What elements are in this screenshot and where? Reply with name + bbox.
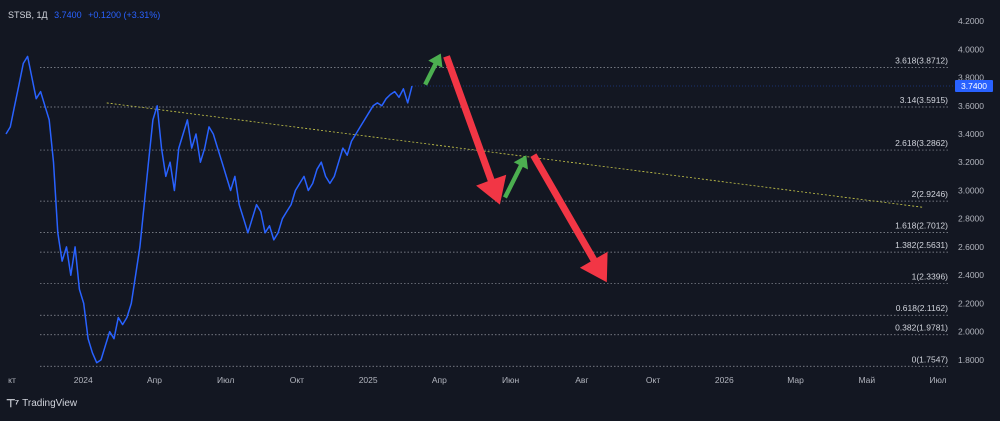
y-tick-label: 3.0000 bbox=[958, 185, 984, 195]
x-tick-label: Авг bbox=[575, 375, 588, 385]
arrow-up-icon[interactable] bbox=[503, 155, 528, 199]
fib-level-label: 3.618(3.8712) bbox=[895, 55, 948, 65]
last-price-label: 3.7400 bbox=[961, 81, 987, 91]
fib-level-label: 0.382(1.9781) bbox=[895, 323, 948, 333]
x-tick-label: Окт bbox=[646, 375, 660, 385]
brand-label: TradingView bbox=[22, 398, 78, 409]
brand-footer[interactable]: ⊤⁷ TradingView bbox=[6, 397, 77, 410]
trend-line[interactable] bbox=[106, 102, 924, 208]
x-tick-label: Апр bbox=[147, 375, 162, 385]
fib-level-label: 2.618(3.2862) bbox=[895, 138, 948, 148]
x-tick-label: Мар bbox=[787, 375, 804, 385]
fib-level-label: 1.618(2.7012) bbox=[895, 221, 948, 231]
x-tick-label: 2026 bbox=[715, 375, 734, 385]
y-tick-label: 2.8000 bbox=[958, 214, 984, 224]
y-tick-label: 1.8000 bbox=[958, 355, 984, 365]
y-tick-label: 3.4000 bbox=[958, 129, 984, 139]
x-tick-label: Июл bbox=[929, 375, 946, 385]
y-tick-label: 4.0000 bbox=[958, 44, 984, 54]
symbol-label[interactable]: STSB, 1Д bbox=[8, 10, 48, 20]
x-tick-label: 2025 bbox=[359, 375, 378, 385]
chart-header: STSB, 1Д 3.7400 +0.1200 (+3.31%) bbox=[8, 10, 164, 20]
fib-level-label: 3.14(3.5915) bbox=[900, 95, 948, 105]
fib-level-label: 2(2.9246) bbox=[912, 189, 949, 199]
y-tick-label: 2.4000 bbox=[958, 270, 984, 280]
fib-level-label: 1.382(2.5631) bbox=[895, 240, 948, 250]
last-price-badge bbox=[955, 80, 993, 92]
x-tick-label: Июл bbox=[217, 375, 234, 385]
tradingview-logo-icon: ⊤⁷ bbox=[6, 398, 19, 410]
x-tick-label: Май bbox=[858, 375, 875, 385]
x-tick-label: Апр bbox=[432, 375, 447, 385]
arrow-down-icon[interactable] bbox=[443, 55, 507, 205]
fib-level-label: 0(1.7547) bbox=[912, 354, 949, 364]
x-tick-label: кт bbox=[8, 375, 16, 385]
fib-level-label: 1(2.3396) bbox=[912, 272, 949, 282]
x-tick-label: 2024 bbox=[74, 375, 93, 385]
y-tick-label: 2.2000 bbox=[958, 298, 984, 308]
y-tick-label: 3.2000 bbox=[958, 157, 984, 167]
y-tick-label: 2.6000 bbox=[958, 242, 984, 252]
price-change: +0.1200 (+3.31%) bbox=[88, 10, 161, 20]
price-value: 3.7400 bbox=[54, 10, 82, 20]
x-tick-label: Окт bbox=[290, 375, 304, 385]
x-tick-label: Июн bbox=[502, 375, 519, 385]
y-tick-label: 3.8000 bbox=[958, 73, 984, 83]
y-tick-label: 2.0000 bbox=[958, 327, 984, 337]
y-tick-label: 4.2000 bbox=[958, 16, 984, 26]
arrow-up-icon[interactable] bbox=[423, 53, 443, 86]
fib-level-label: 0.618(2.1162) bbox=[896, 303, 948, 313]
y-tick-label: 3.6000 bbox=[958, 101, 984, 111]
price-series-line[interactable] bbox=[5, 55, 413, 364]
arrow-down-icon[interactable] bbox=[530, 153, 608, 283]
